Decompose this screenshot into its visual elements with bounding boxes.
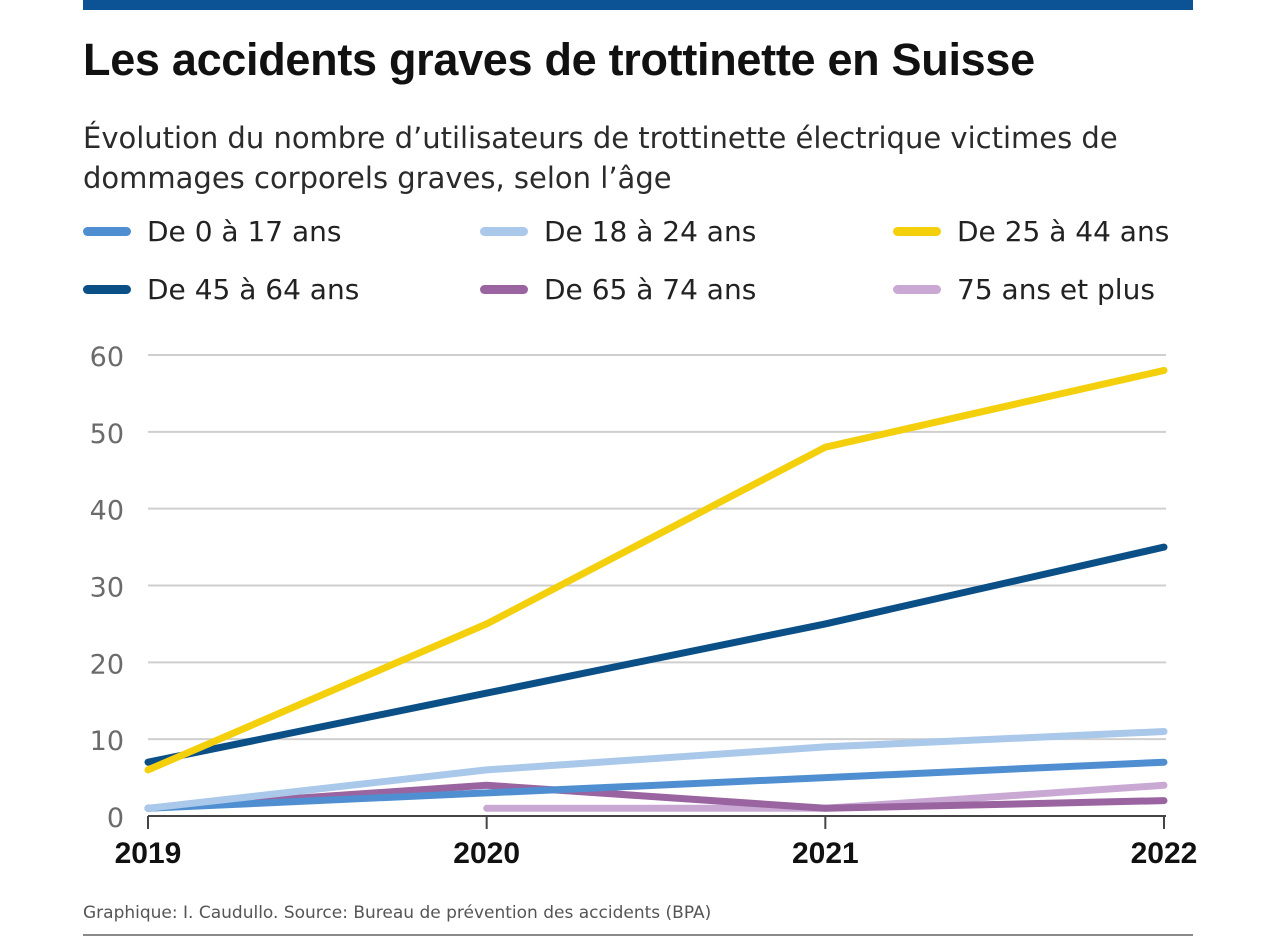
legend-item-75-plus: 75 ans et plus [893, 265, 1155, 313]
grid-layer [148, 354, 1166, 741]
x-tick-label: 2021 [792, 837, 859, 870]
series-line-0 [144, 758, 1168, 812]
x-tick-label: 2022 [1131, 837, 1198, 870]
legend-swatch [893, 226, 941, 236]
legend-swatch [83, 226, 131, 236]
x-tick-label: 2020 [453, 837, 520, 870]
legend-label: De 45 à 64 ans [147, 272, 360, 306]
x-tick-label: 2019 [115, 837, 182, 870]
source-note: Graphique: I. Caudullo. Source: Bureau d… [83, 903, 712, 923]
chart-subtitle: Évolution du nombre d’utilisateurs de tr… [83, 121, 1118, 195]
legend-item-0-17: De 0 à 17 ans [83, 207, 341, 255]
y-tick-label: 40 [90, 496, 124, 527]
legend-swatch [480, 284, 528, 294]
series-layer [144, 366, 1168, 812]
legend-label: 75 ans et plus [957, 272, 1155, 306]
legend-label: De 18 à 24 ans [544, 214, 757, 248]
series-line-3 [144, 543, 1168, 766]
legend-swatch [480, 226, 528, 236]
chart-title: Les accidents graves de trottinette en S… [83, 34, 1035, 85]
y-tick-label: 60 [90, 342, 124, 373]
legend-item-65-74: De 65 à 74 ans [480, 265, 756, 313]
series-line-2 [144, 366, 1168, 774]
y-tick-label: 0 [107, 803, 124, 834]
legend-swatch [83, 284, 131, 294]
series-line-1 [144, 728, 1168, 812]
legend: De 0 à 17 ans De 18 à 24 ans De 25 à 44 … [83, 207, 1193, 317]
axis-layer: 0 10 20 30 40 50 60 2019 2020 2021 2022 [90, 342, 1198, 870]
series-line-4 [144, 781, 1168, 812]
footer: Graphique: I. Caudullo. Source: Bureau d… [83, 898, 1193, 936]
y-tick-label: 50 [90, 419, 124, 450]
legend-label: De 65 à 74 ans [544, 272, 757, 306]
legend-item-25-44: De 25 à 44 ans [893, 207, 1169, 255]
legend-swatch [893, 284, 941, 294]
line-chart: 0 10 20 30 40 50 60 2019 2020 2021 2022 [90, 342, 1198, 870]
legend-label: De 25 à 44 ans [957, 214, 1170, 248]
y-tick-label: 20 [90, 649, 124, 680]
legend-item-18-24: De 18 à 24 ans [480, 207, 756, 255]
top-accent-bar [83, 0, 1193, 10]
y-tick-label: 10 [90, 726, 124, 757]
y-tick-label: 30 [90, 573, 124, 604]
legend-item-45-64: De 45 à 64 ans [83, 265, 359, 313]
legend-label: De 0 à 17 ans [147, 214, 342, 248]
